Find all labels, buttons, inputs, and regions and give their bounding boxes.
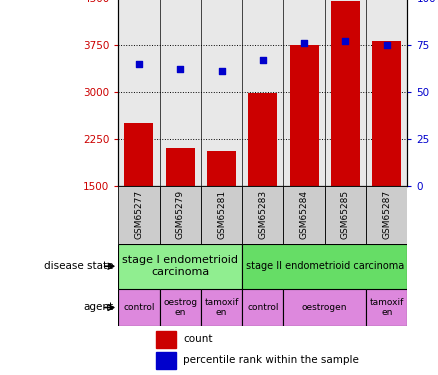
Bar: [242, 289, 283, 326]
Bar: [118, 244, 242, 289]
Text: control: control: [123, 303, 155, 312]
Text: oestrogen: oestrogen: [302, 303, 347, 312]
Text: agent: agent: [84, 303, 114, 312]
Bar: [207, 151, 236, 186]
Bar: [118, 289, 159, 326]
Point: [383, 42, 390, 48]
Text: stage I endometrioid
carcinoma: stage I endometrioid carcinoma: [122, 255, 238, 277]
Bar: [283, 289, 366, 326]
Bar: [325, 186, 366, 244]
Bar: [331, 1, 360, 186]
Bar: [366, 289, 407, 326]
Bar: [201, 289, 242, 326]
Text: GSM65284: GSM65284: [300, 190, 309, 239]
Text: disease state: disease state: [44, 261, 114, 271]
Text: GSM65285: GSM65285: [341, 190, 350, 239]
Bar: [242, 186, 283, 244]
Bar: [290, 45, 318, 186]
Point: [177, 66, 184, 72]
Bar: [366, 186, 407, 244]
Bar: [248, 93, 277, 186]
Bar: [166, 148, 194, 186]
Text: stage II endometrioid carcinoma: stage II endometrioid carcinoma: [246, 261, 404, 271]
Text: GSM65281: GSM65281: [217, 190, 226, 239]
Text: GSM65283: GSM65283: [258, 190, 267, 239]
Bar: [118, 186, 159, 244]
Text: percentile rank within the sample: percentile rank within the sample: [183, 356, 359, 366]
Text: GSM65279: GSM65279: [176, 190, 185, 239]
Bar: [242, 244, 407, 289]
Text: oestrog
en: oestrog en: [163, 298, 197, 317]
Text: GSM65277: GSM65277: [134, 190, 143, 239]
Text: count: count: [183, 334, 212, 344]
Point: [259, 57, 266, 63]
Bar: [124, 123, 153, 186]
Point: [135, 61, 142, 67]
Bar: [201, 186, 242, 244]
Text: tamoxif
en: tamoxif en: [370, 298, 404, 317]
Point: [342, 38, 349, 44]
Text: GSM65287: GSM65287: [382, 190, 391, 239]
Point: [218, 68, 225, 74]
Bar: [159, 289, 201, 326]
Bar: [159, 186, 201, 244]
Bar: [156, 352, 176, 369]
Bar: [156, 331, 176, 348]
Point: [300, 40, 307, 46]
Text: tamoxif
en: tamoxif en: [204, 298, 239, 317]
Bar: [283, 186, 325, 244]
Text: control: control: [247, 303, 279, 312]
Bar: [372, 40, 401, 186]
